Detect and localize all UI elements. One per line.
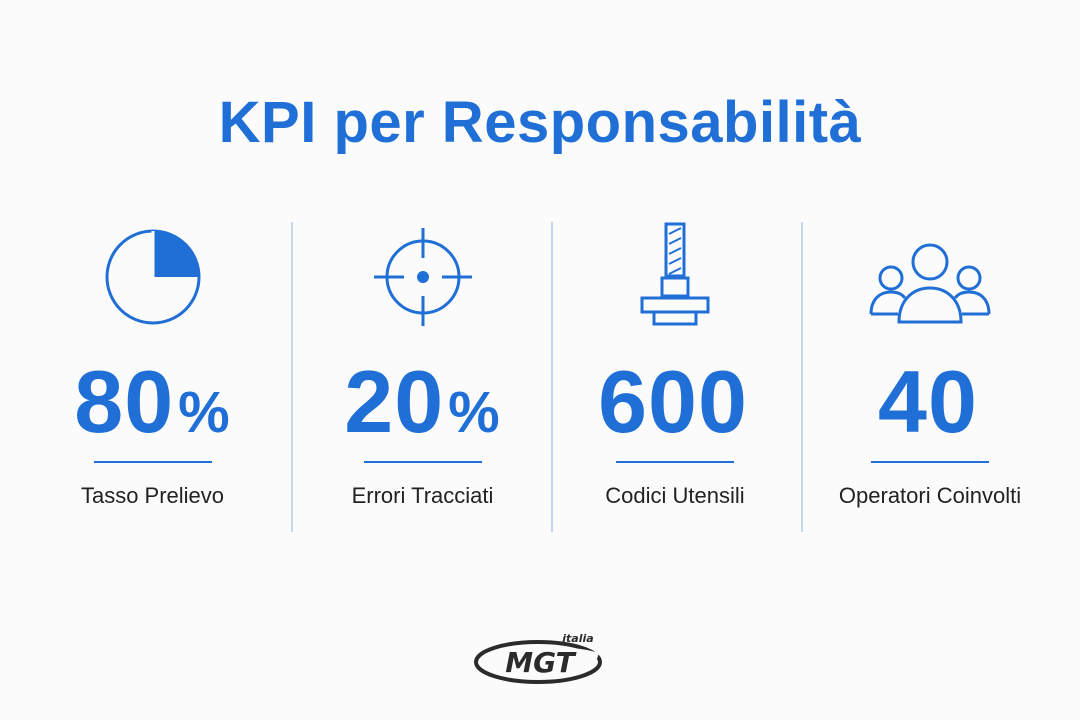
column-divider [291, 222, 293, 532]
kpi-number: 40 [878, 352, 978, 451]
kpi-label: Errori Tracciati [351, 483, 494, 508]
crosshair-icon [368, 222, 478, 332]
kpi-underline [363, 461, 482, 463]
kpi-underline [871, 461, 989, 463]
column-divider [801, 222, 803, 532]
kpi-card-codici-utensili: 600 Codici Utensili [560, 222, 790, 532]
kpi-value: 80% [30, 352, 275, 463]
kpi-card-tasso-prelievo: 80% Tasso Prelievo [30, 222, 275, 532]
kpi-number: 20 [344, 352, 445, 451]
people-group-icon [865, 222, 995, 332]
mgt-italia-logo: MGT italia [470, 628, 610, 688]
kpi-label: Codici Utensili [605, 483, 745, 508]
tool-holder-icon [620, 222, 730, 332]
svg-text:MGT: MGT [505, 646, 576, 679]
kpi-unit: % [448, 380, 501, 445]
kpi-underline [93, 461, 212, 463]
kpi-unit: % [178, 380, 231, 445]
svg-text:italia: italia [562, 632, 593, 645]
kpi-card-operatori-coinvolti: 40 Operatori Coinvolti [810, 222, 1050, 532]
kpi-label: Tasso Prelievo [80, 483, 225, 508]
pie-quarter-icon [98, 222, 208, 332]
kpi-number: 600 [598, 352, 748, 451]
kpi-underline [616, 461, 734, 463]
kpi-value: 20% [300, 352, 545, 463]
kpi-row: 80% Tasso Prelievo 20% Errori Tracciati [30, 222, 1050, 532]
kpi-value: 600 [560, 352, 790, 463]
kpi-card-errori-tracciati: 20% Errori Tracciati [300, 222, 545, 532]
kpi-number: 80 [74, 352, 175, 451]
column-divider [551, 222, 553, 532]
page-title: KPI per Responsabilità [218, 90, 862, 155]
kpi-label: Operatori Coinvolti [838, 483, 1022, 508]
kpi-value: 40 [810, 352, 1050, 463]
